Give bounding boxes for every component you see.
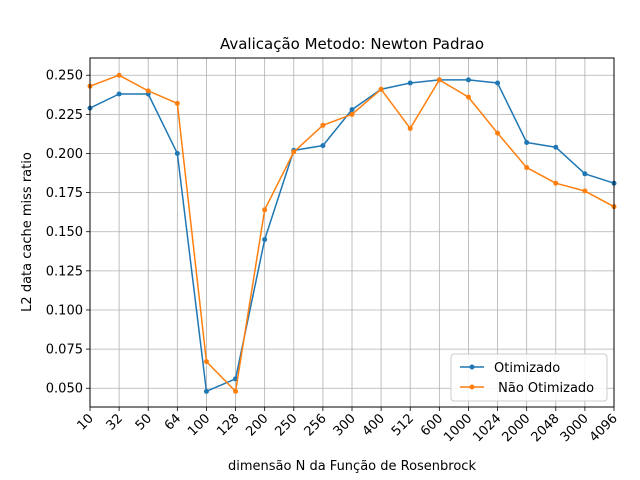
legend-marker-otimizado: [469, 364, 475, 370]
data-point: [233, 388, 239, 394]
y-tick-label: 0.175: [46, 186, 83, 201]
data-point: [262, 207, 268, 213]
data-point: [378, 86, 384, 92]
data-point: [116, 72, 122, 78]
data-point: [174, 100, 180, 106]
data-point: [320, 143, 326, 149]
data-point: [465, 77, 471, 83]
data-point: [349, 107, 355, 113]
data-point: [320, 122, 326, 128]
y-tick-label: 0.125: [46, 264, 83, 279]
series-layer: [87, 72, 617, 394]
legend-box: [450, 353, 608, 402]
y-tick-label: 0.050: [46, 382, 83, 397]
grid: [89, 58, 615, 407]
data-point: [495, 80, 501, 86]
data-point: [262, 237, 268, 243]
data-point: [174, 150, 180, 156]
y-axis: 0.050 0.075 0.100 0.125 0.150 0.175 0.200 0.225…: [46, 69, 90, 397]
data-point: [116, 91, 122, 97]
data-point: [203, 388, 209, 394]
y-axis-label: L2 data cache miss ratio: [20, 152, 35, 312]
data-point: [582, 171, 588, 177]
y-tick-label: 0.250: [46, 69, 83, 84]
y-tick-label: 0.200: [46, 147, 83, 162]
data-point: [524, 140, 530, 146]
data-point: [553, 180, 559, 186]
y-tick-label: 0.075: [46, 343, 83, 358]
data-point: [349, 111, 355, 117]
data-point: [495, 130, 501, 136]
data-point: [436, 77, 442, 83]
legend-label-nao-otimizado: Não Otimizado: [494, 381, 594, 396]
chart-title: Avalicação Metodo: Newton Padrao: [220, 35, 484, 53]
data-point: [407, 80, 413, 86]
data-point: [145, 88, 151, 94]
y-tick-label: 0.150: [46, 225, 83, 240]
data-point: [291, 149, 297, 155]
data-point: [465, 94, 471, 100]
legend-marker-nao-otimizado: [469, 384, 475, 390]
data-point: [553, 144, 559, 150]
y-tick-label: 0.225: [46, 108, 83, 123]
data-point: [203, 359, 209, 365]
y-tick-label: 0.100: [46, 303, 83, 318]
legend-label-otimizado: Otimizado: [494, 361, 560, 376]
legend: Otimizado Não Otimizado: [450, 353, 608, 402]
data-point: [524, 165, 530, 171]
x-axis-label: dimensão N da Função de Rosenbrock: [228, 459, 476, 474]
data-point: [407, 125, 413, 131]
data-point: [582, 188, 588, 194]
